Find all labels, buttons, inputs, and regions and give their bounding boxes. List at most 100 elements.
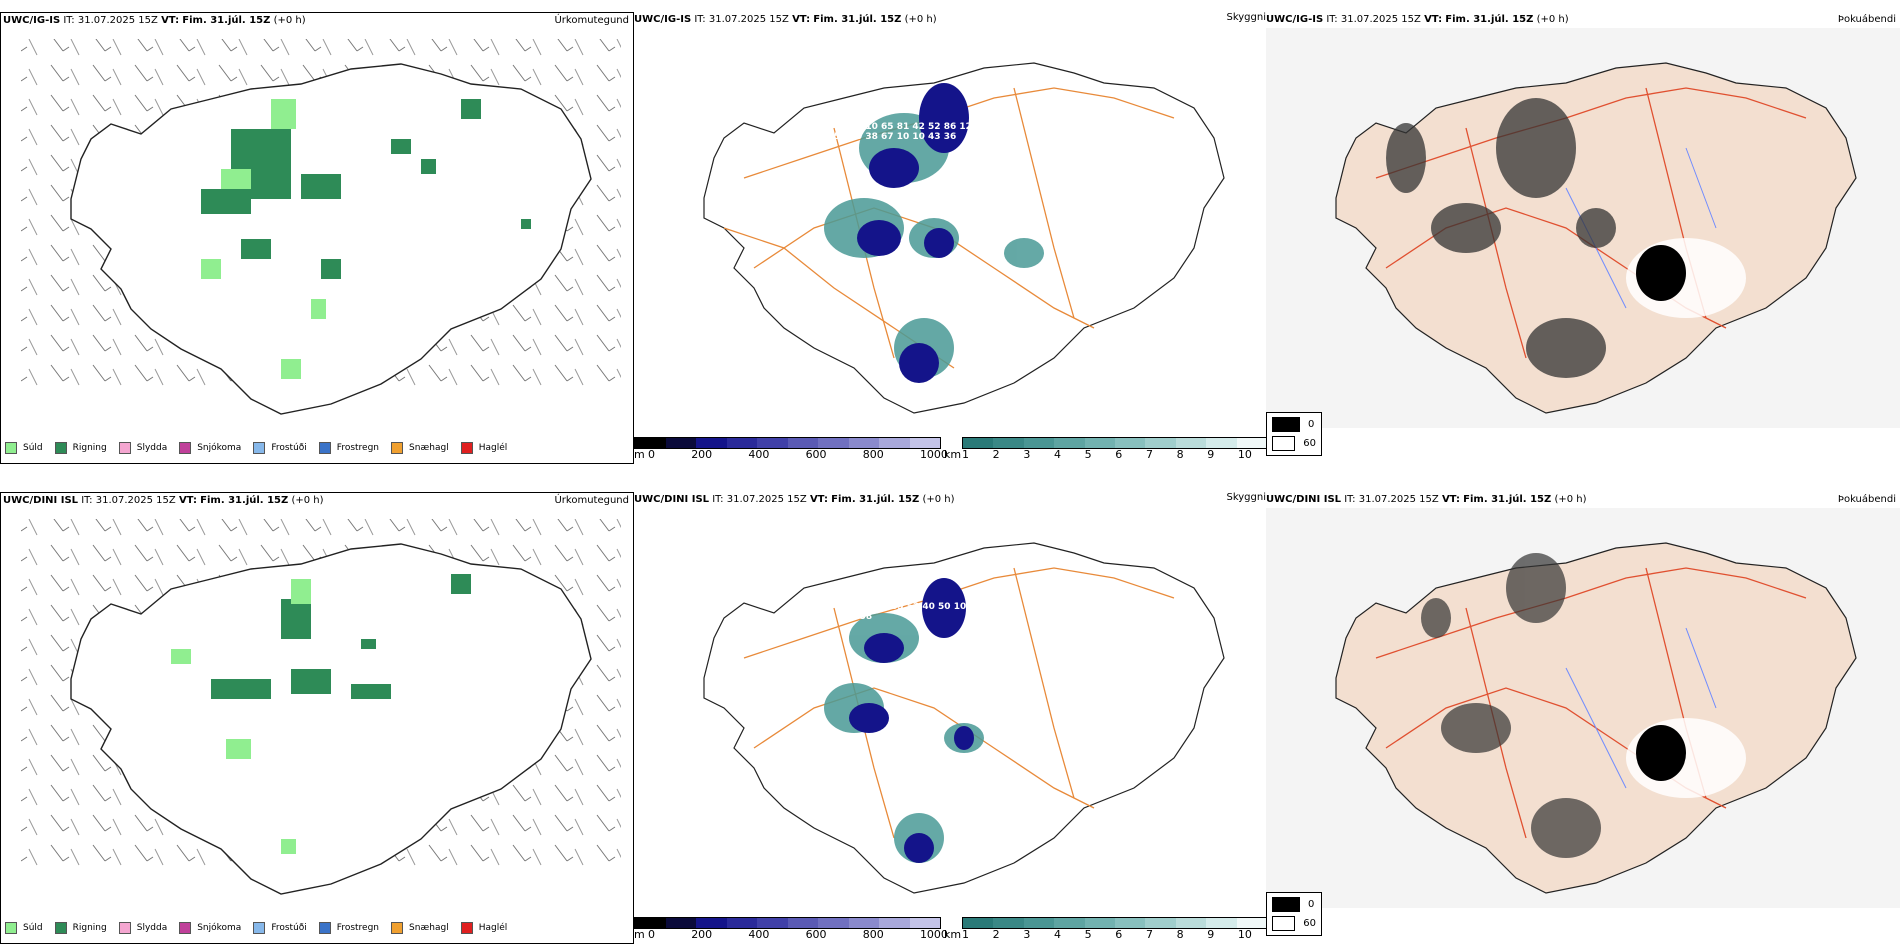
tick: 6: [1115, 448, 1123, 461]
value-label: 10: [912, 132, 925, 142]
value-label: 36: [975, 122, 988, 132]
value-label: 41: [990, 122, 1004, 132]
value-label: 38: [865, 132, 878, 142]
legend-label: 0: [1308, 419, 1315, 430]
legend-label: Frostregn: [336, 923, 380, 933]
height-unit: m: [634, 448, 645, 461]
legend-item: Frostregn: [318, 442, 379, 454]
tick: 5: [1084, 928, 1092, 941]
legend-item: Súld: [5, 442, 43, 454]
legend-swatch: [1272, 417, 1300, 432]
value-label: 52: [928, 122, 941, 132]
height-ticks: 0 200 400 600 800 1000: [648, 448, 948, 461]
legend-item: Frostregn: [318, 922, 380, 934]
legend-swatch: [318, 922, 331, 934]
visibility-value-labels: 38 15 12 65 52 40 50 10 13 82 08 55 58: [844, 602, 1024, 622]
tick: 10: [1237, 448, 1252, 461]
value-label: 10: [865, 122, 878, 132]
legend-item: Slydda: [118, 922, 167, 934]
tick: 4: [1053, 448, 1061, 461]
value-label: 15: [859, 602, 873, 612]
panel-header: UWC/DINI ISL IT: 31.07.2025 15Z VT: Fim.…: [3, 495, 324, 506]
legend-item: Snæhagl: [391, 922, 449, 934]
precip-legend: Súld Rigning Slydda Snjókoma Frostúði Fr…: [5, 917, 519, 939]
tick: 2: [992, 928, 1000, 941]
tick: 200: [691, 448, 713, 461]
tick: 9: [1207, 928, 1215, 941]
legend-label: Snæhagl: [409, 923, 449, 933]
value-label: 65: [881, 122, 894, 132]
legend-swatch: [391, 922, 404, 934]
value-label: 44: [834, 122, 847, 132]
legend-label: Súld: [23, 443, 43, 453]
legend-swatch: [253, 922, 266, 934]
value-label: 42: [912, 122, 925, 132]
value-label: 81: [896, 122, 910, 132]
value-label: 65: [891, 602, 904, 612]
legend-swatch: [391, 442, 404, 454]
tick: 10: [1237, 928, 1252, 941]
panel-title: Skyggni: [1226, 12, 1266, 23]
legend-swatch: [5, 442, 17, 454]
legend-swatch: [118, 442, 131, 454]
tick: 0: [648, 928, 655, 941]
legend-swatch: [1272, 897, 1300, 912]
row-2: UWC/DINI ISL IT: 31.07.2025 15Z VT: Fim.…: [0, 492, 1900, 950]
visibility-colorbar: [962, 917, 1268, 929]
tick: 7: [1145, 448, 1153, 461]
panel-title: Þokuábendi: [1837, 14, 1896, 25]
panel-title: Þokuábendi: [1837, 494, 1896, 505]
tick: 400: [748, 928, 770, 941]
cloud-legend-item: 60: [1272, 916, 1316, 931]
tick: 3: [1023, 928, 1031, 941]
precip-panel-2: UWC/DINI ISL IT: 31.07.2025 15Z VT: Fim.…: [0, 492, 634, 944]
visibility-map: [703, 62, 1225, 414]
legend-label: Snjókoma: [197, 923, 242, 933]
legend-swatch: [5, 922, 17, 934]
cloud-legend: 0 60: [1266, 892, 1322, 936]
tick: 400: [748, 448, 770, 461]
visibility-unit: km: [944, 448, 962, 461]
cloud-map: [1266, 28, 1900, 428]
visibility-ticks: 1 2 3 4 5 6 7 8 9 10: [962, 928, 1252, 941]
value-label: 82: [985, 602, 998, 612]
value-label: 50: [938, 602, 951, 612]
visibility-colorbar: [962, 437, 1268, 449]
legend-item: Snjókoma: [179, 922, 241, 934]
value-label: 55: [844, 612, 857, 622]
precip-legend: Súld Rigning Slydda Snjókoma Frostúði Fr…: [5, 437, 519, 459]
legend-swatch: [1272, 436, 1296, 451]
row-1: UWC/IG-IS IT: 31.07.2025 15Z VT: Fim. 31…: [0, 12, 1900, 472]
height-colorbar: [634, 437, 941, 449]
value-label: 52: [906, 602, 920, 612]
height-colorbar: [634, 917, 941, 929]
panel-header: UWC/IG-IS IT: 31.07.2025 15Z VT: Fim. 31…: [3, 15, 306, 26]
legend-item: Haglél: [460, 442, 507, 454]
value-label: 86: [943, 122, 957, 132]
precip-map: [21, 39, 621, 415]
value-label: 38: [1006, 122, 1019, 132]
visibility-panel-2: UWC/DINI ISL IT: 31.07.2025 15Z VT: Fim.…: [634, 492, 1268, 942]
legend-swatch: [54, 442, 67, 454]
legend-item: Haglél: [460, 922, 507, 934]
value-label: 33: [849, 122, 863, 132]
legend-item: Slydda: [118, 442, 167, 454]
legend-label: Snæhagl: [409, 443, 449, 453]
tick: 200: [691, 928, 713, 941]
cloud-panel-2: UWC/DINI ISL IT: 31.07.2025 15Z VT: Fim.…: [1266, 492, 1900, 942]
value-label: 67: [881, 132, 894, 142]
cloud-legend-item: 0: [1272, 417, 1316, 432]
cloud-legend-item: 0: [1272, 897, 1316, 912]
panel-title: Úrkomutegund: [554, 15, 629, 26]
tick: 1000: [919, 928, 948, 941]
visibility-panel-1: UWC/IG-IS IT: 31.07.2025 15Z VT: Fim. 31…: [634, 12, 1268, 462]
legend-swatch: [179, 922, 192, 934]
tick: 0: [648, 448, 655, 461]
legend-item: Súld: [5, 922, 43, 934]
value-label: 40: [922, 602, 935, 612]
visibility-unit: km: [944, 928, 962, 941]
value-label: 38: [844, 602, 857, 612]
legend-label: Rigning: [72, 923, 107, 933]
tick: 8: [1176, 448, 1184, 461]
tick: 7: [1145, 928, 1153, 941]
